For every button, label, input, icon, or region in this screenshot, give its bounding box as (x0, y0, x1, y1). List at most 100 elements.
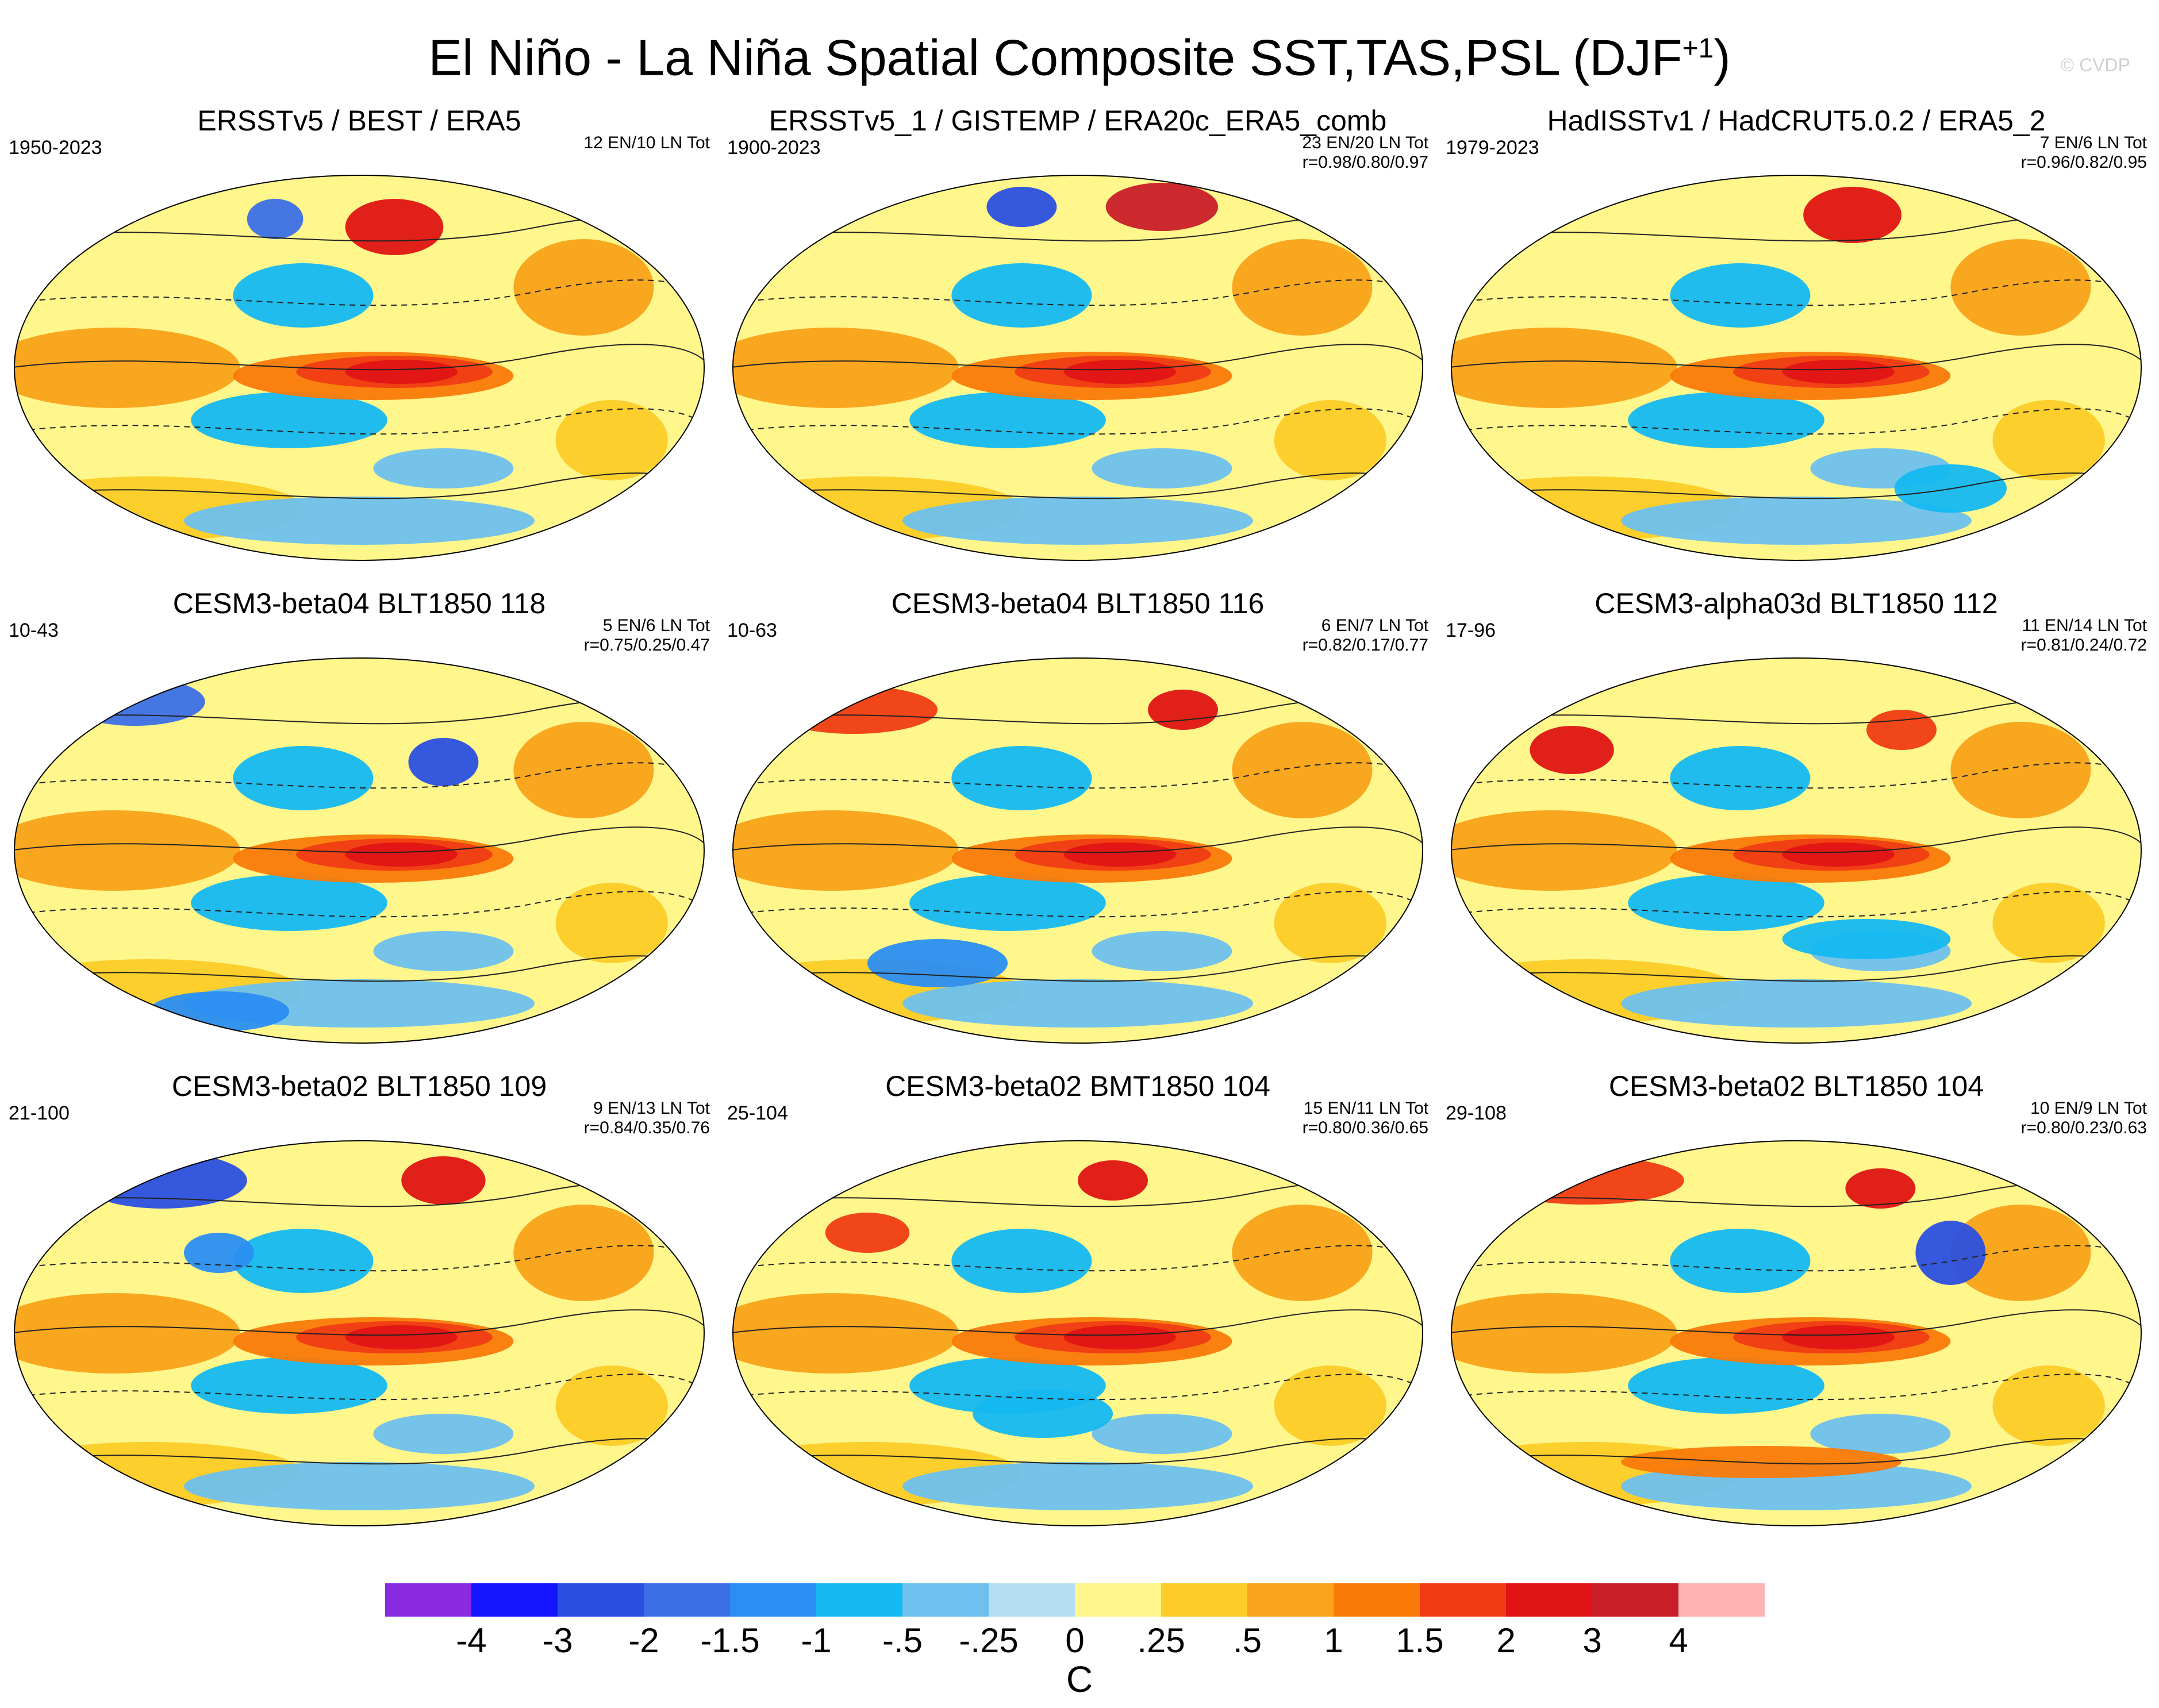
psl-contour (1451, 826, 2141, 853)
anomaly-patch (902, 1462, 1253, 1510)
anomaly-patch (733, 1293, 959, 1374)
anomaly-patch (1232, 722, 1373, 818)
panel-years: 21-100 (9, 1102, 70, 1124)
colorbar-label: -1 (801, 1621, 831, 1658)
colorbar-swatch (1506, 1583, 1592, 1617)
colorbar-label: -1.5 (700, 1621, 759, 1658)
anomaly-patch (233, 746, 374, 810)
map-outline (732, 1140, 1423, 1526)
map-panel-5 (732, 657, 1423, 1044)
anomaly-patch (1451, 1293, 1677, 1374)
map-outline (1451, 175, 2142, 561)
anomaly-patch (1621, 497, 1972, 545)
panel-years: 29-108 (1446, 1102, 1507, 1124)
panel-stats: 7 EN/6 LN Tot r=0.96/0.82/0.95 (2021, 133, 2147, 172)
panel-stats: 9 EN/13 LN Tot r=0.84/0.35/0.76 (584, 1099, 710, 1138)
panel-counts: 11 EN/14 LN Tot (2022, 616, 2147, 635)
panel-title: HadISSTv1 / HadCRUT5.0.2 / ERA5_2 (1547, 105, 2046, 137)
anomaly-patch (973, 1390, 1113, 1438)
map-field (14, 1141, 704, 1526)
psl-contour (1451, 344, 2141, 371)
panel-title: CESM3-alpha03d BLT1850 112 (1595, 587, 1998, 620)
psl-contour (733, 826, 1423, 853)
panel-1: ERSSTv5 / BEST / ERA5 1950-2023 12 EN/10… (9, 103, 710, 575)
panel-stats: 23 EN/20 LN Tot r=0.98/0.80/0.97 (1302, 133, 1428, 172)
anomaly-patch (555, 400, 668, 480)
anomaly-patch (1866, 710, 1937, 750)
panel-corr: r=0.82/0.17/0.77 (1302, 636, 1428, 655)
panel-8: CESM3-beta02 BMT1850 104 25-104 15 EN/11… (727, 1069, 1428, 1540)
anomaly-patch (1451, 810, 1677, 891)
map-field (733, 1141, 1423, 1526)
anomaly-patch (373, 1414, 514, 1454)
anomaly-patch (14, 328, 240, 408)
anomaly-patch (191, 392, 387, 448)
panel-years: 10-63 (727, 620, 777, 641)
anomaly-patch (1628, 875, 1824, 931)
colorbar-swatch (385, 1583, 471, 1617)
colorbar-swatch (1592, 1583, 1678, 1617)
anomaly-patch (951, 263, 1092, 328)
panel-counts: 9 EN/13 LN Tot (593, 1099, 710, 1118)
panel-title: CESM3-beta02 BMT1850 104 (885, 1070, 1270, 1102)
panel-years: 10-43 (9, 620, 59, 641)
anomaly-patch (191, 875, 387, 931)
map-outline (14, 657, 705, 1044)
map-panel-1 (14, 175, 705, 561)
colorbar-label: 1 (1324, 1621, 1343, 1658)
colorbar-swatch (1334, 1583, 1420, 1617)
colorbar-swatch (1247, 1583, 1334, 1617)
colorbar-swatch (471, 1583, 558, 1617)
anomaly-patch (373, 448, 514, 488)
title-superscript: +1 (1682, 33, 1714, 64)
anomaly-patch (733, 810, 959, 891)
panel-counts: 5 EN/6 LN Tot (602, 616, 710, 635)
panel-corr: r=0.80/0.36/0.65 (1302, 1118, 1428, 1137)
panel-counts: 7 EN/6 LN Tot (2039, 133, 2147, 152)
psl-contour (733, 1309, 1423, 1336)
anomaly-patch (1845, 1168, 1916, 1209)
panel-stats: 5 EN/6 LN Tot r=0.75/0.25/0.47 (584, 616, 710, 655)
panel-corr: r=0.80/0.23/0.63 (2020, 1118, 2147, 1137)
anomaly-patch (1274, 1365, 1386, 1446)
panel-3: HadISSTv1 / HadCRUT5.0.2 / ERA5_2 1979-2… (1446, 103, 2147, 575)
map-field (733, 658, 1423, 1043)
anomaly-patch (191, 1357, 387, 1414)
anomaly-patch (1670, 1229, 1811, 1293)
anomaly-patch (1148, 690, 1218, 730)
panel-title: ERSSTv5 / BEST / ERA5 (197, 105, 521, 137)
map-outline (732, 657, 1423, 1044)
psl-contour (14, 826, 704, 853)
anomaly-patch (184, 1462, 535, 1510)
map-field (1451, 658, 2141, 1043)
colorbar-label: -3 (542, 1621, 573, 1658)
panel-counts: 10 EN/9 LN Tot (2030, 1099, 2147, 1118)
anomaly-patch (1621, 1446, 1901, 1478)
anomaly-patch (1105, 183, 1218, 231)
panel-corr: r=0.75/0.25/0.47 (583, 636, 710, 655)
panel-years: 1979-2023 (1446, 137, 1539, 159)
anomaly-patch (909, 392, 1106, 448)
anomaly-patch (345, 360, 458, 384)
anomaly-patch (1063, 360, 1176, 384)
colorbar-swatch (558, 1583, 644, 1617)
anomaly-patch (1274, 400, 1386, 480)
map-outline (14, 1140, 705, 1526)
map-panel-8 (732, 1140, 1423, 1526)
map-panel-4 (14, 657, 705, 1044)
map-field (733, 175, 1423, 560)
anomaly-patch (1530, 726, 1614, 774)
anomaly-patch (733, 328, 959, 408)
panel-5: CESM3-beta04 BLT1850 116 10-63 6 EN/7 LN… (727, 586, 1428, 1057)
anomaly-patch (769, 686, 938, 734)
anomaly-patch (867, 939, 1008, 987)
colorbar-label: -.25 (959, 1621, 1018, 1658)
colorbar-swatch (989, 1583, 1075, 1617)
colorbar-label: -2 (628, 1621, 659, 1658)
colorbar-label: -4 (456, 1621, 486, 1658)
panel-stats: 12 EN/10 LN Tot (583, 133, 710, 153)
panel-years: 25-104 (727, 1102, 788, 1124)
anomaly-patch (345, 1325, 458, 1349)
map-panel-2 (732, 175, 1423, 561)
anomaly-patch (1782, 843, 1895, 867)
